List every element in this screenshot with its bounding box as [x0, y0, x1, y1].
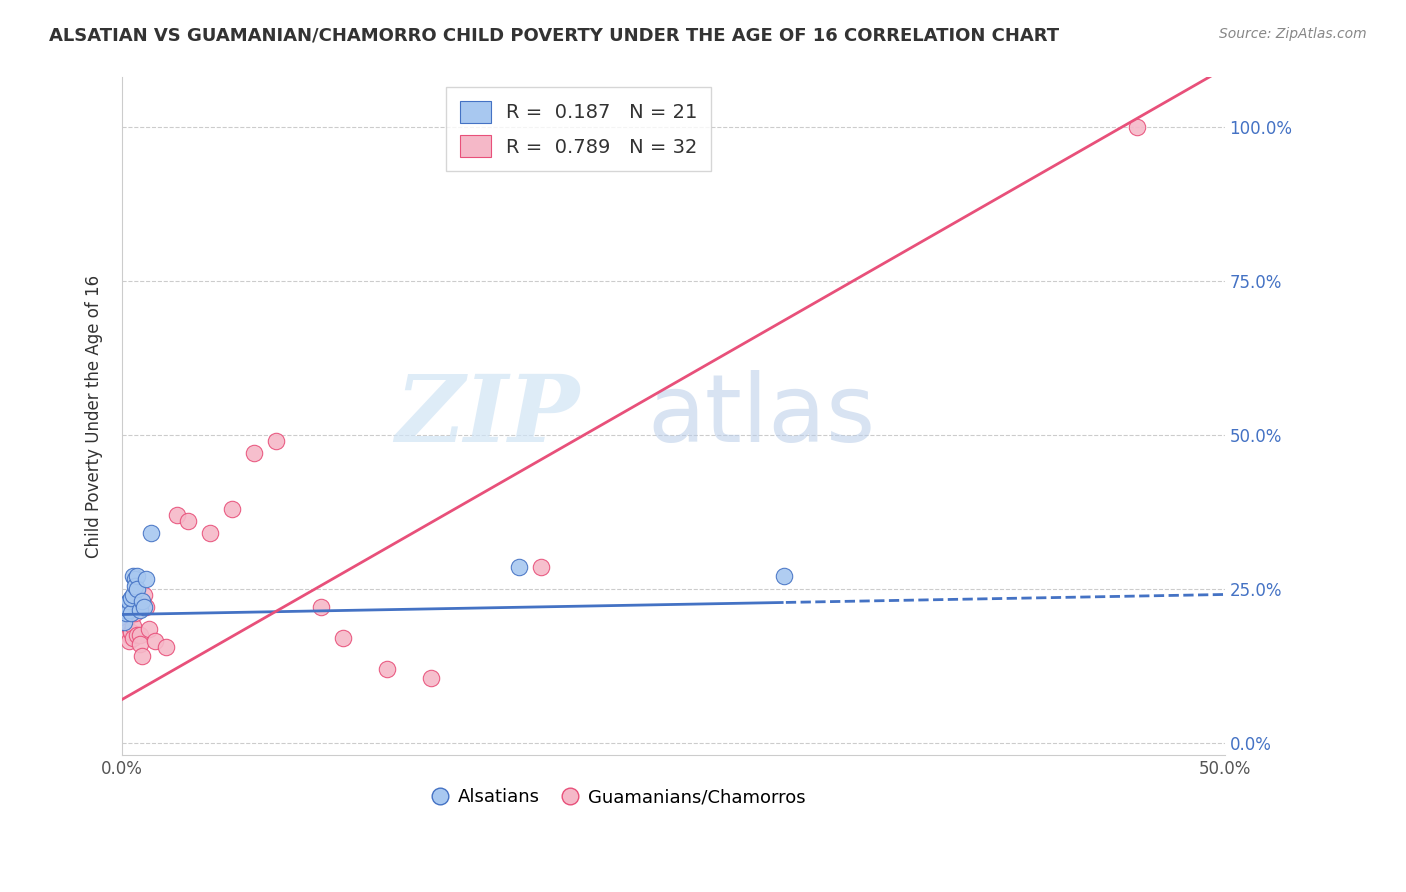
Point: [122, 631, 145, 645]
Point: [135, 573, 157, 587]
Point: [772, 569, 794, 583]
Point: [124, 578, 146, 592]
Point: [127, 628, 149, 642]
Point: [118, 603, 141, 617]
Point: [419, 671, 441, 685]
Point: [128, 628, 150, 642]
Point: [131, 649, 153, 664]
Point: [128, 603, 150, 617]
Point: [221, 501, 243, 516]
Point: [122, 618, 145, 632]
Point: [124, 607, 146, 621]
Text: ALSATIAN VS GUAMANIAN/CHAMORRO CHILD POVERTY UNDER THE AGE OF 16 CORRELATION CHA: ALSATIAN VS GUAMANIAN/CHAMORRO CHILD POV…: [49, 27, 1059, 45]
Point: [200, 526, 222, 541]
Point: [530, 560, 553, 574]
Point: [375, 662, 398, 676]
Point: [155, 640, 177, 654]
Text: ZIP: ZIP: [395, 371, 579, 461]
Legend: Alsatians, Guamanians/Chamorros: Alsatians, Guamanians/Chamorros: [423, 781, 813, 814]
Point: [127, 600, 149, 615]
Y-axis label: Child Poverty Under the Age of 16: Child Poverty Under the Age of 16: [86, 275, 103, 558]
Point: [118, 594, 141, 608]
Point: [124, 573, 146, 587]
Point: [127, 582, 149, 596]
Point: [132, 588, 155, 602]
Point: [118, 628, 141, 642]
Point: [131, 594, 153, 608]
Point: [143, 634, 166, 648]
Point: [243, 446, 266, 460]
Point: [112, 618, 135, 632]
Point: [177, 514, 200, 528]
Point: [266, 434, 288, 448]
Point: [166, 508, 188, 522]
Point: [115, 624, 138, 639]
Point: [132, 600, 155, 615]
Point: [112, 607, 135, 621]
Point: [1125, 120, 1147, 134]
Point: [120, 607, 142, 621]
Point: [120, 624, 142, 639]
Point: [112, 603, 135, 617]
Point: [115, 615, 138, 630]
Point: [127, 569, 149, 583]
Point: [309, 600, 332, 615]
Point: [332, 631, 354, 645]
Text: Source: ZipAtlas.com: Source: ZipAtlas.com: [1219, 27, 1367, 41]
Point: [118, 634, 141, 648]
Point: [122, 569, 145, 583]
Point: [120, 591, 142, 605]
Point: [115, 607, 138, 621]
Point: [138, 622, 160, 636]
Point: [135, 600, 157, 615]
Text: atlas: atlas: [648, 370, 876, 462]
Point: [115, 597, 138, 611]
Point: [122, 588, 145, 602]
Point: [508, 560, 530, 574]
Point: [112, 615, 135, 630]
Point: [128, 637, 150, 651]
Point: [139, 526, 162, 541]
